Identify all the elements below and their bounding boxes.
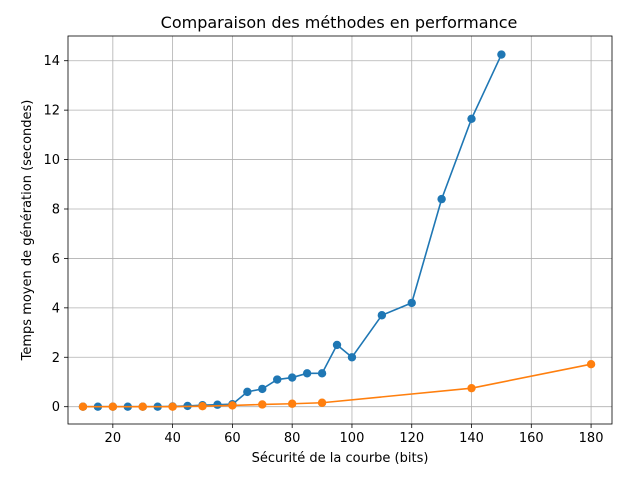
series-1-point	[287, 373, 297, 382]
y-tick-label: 10	[43, 153, 60, 168]
y-tick-label: 14	[43, 54, 60, 69]
series-1-point	[243, 387, 252, 397]
chart-title: Comparaison des méthodes en performance	[161, 13, 518, 32]
series-1-point	[258, 384, 267, 394]
series-2-point	[317, 398, 327, 407]
y-tick-label: 2	[52, 351, 60, 366]
series-1-point	[273, 375, 282, 384]
series-1-point	[467, 114, 476, 123]
series-2-point	[467, 383, 476, 393]
series-1-point	[437, 194, 446, 204]
y-tick-label: 4	[52, 301, 60, 316]
x-tick-label: 60	[224, 431, 241, 446]
series-2-point	[108, 402, 118, 411]
series-layer	[78, 50, 596, 411]
x-tick-label: 160	[519, 431, 544, 446]
series-2-point	[287, 399, 297, 408]
x-tick-label: 120	[399, 431, 424, 446]
ticks: 20 40 60 80 100 120 140 160 180 0 2 4 6 8 10 12 14	[43, 54, 603, 446]
series-2-point	[228, 401, 237, 410]
x-tick-label: 80	[284, 431, 301, 446]
series-1-point	[407, 298, 416, 308]
x-tick-label: 20	[105, 431, 122, 446]
series-1-point	[347, 353, 357, 362]
plot-frame	[67, 35, 613, 425]
y-axis-label: Temps moyen de génération (secondes)	[20, 100, 35, 362]
grid	[68, 36, 612, 424]
x-tick-label: 40	[164, 431, 181, 446]
series-1-point	[497, 50, 506, 59]
series-1-point	[213, 400, 222, 409]
x-tick-label: 100	[340, 431, 365, 446]
y-tick-label: 8	[52, 202, 60, 217]
series-2	[78, 359, 596, 411]
series-2-point	[168, 402, 177, 411]
series-1-point	[317, 369, 327, 378]
series-2-point	[78, 402, 88, 411]
series-2-point	[198, 402, 207, 411]
series-2-point	[586, 359, 596, 369]
y-tick-label: 6	[52, 252, 60, 267]
series-1-point	[377, 311, 387, 320]
y-tick-label: 12	[43, 104, 60, 119]
series-2-point	[138, 402, 147, 411]
x-tick-label: 180	[579, 431, 604, 446]
x-axis-label: Sécurité de la courbe (bits)	[252, 451, 429, 466]
series-1-point	[302, 369, 312, 378]
y-tick-label: 0	[52, 400, 60, 415]
x-tick-label: 140	[459, 431, 484, 446]
series-1-point	[332, 340, 342, 350]
series-2-point	[258, 400, 267, 409]
